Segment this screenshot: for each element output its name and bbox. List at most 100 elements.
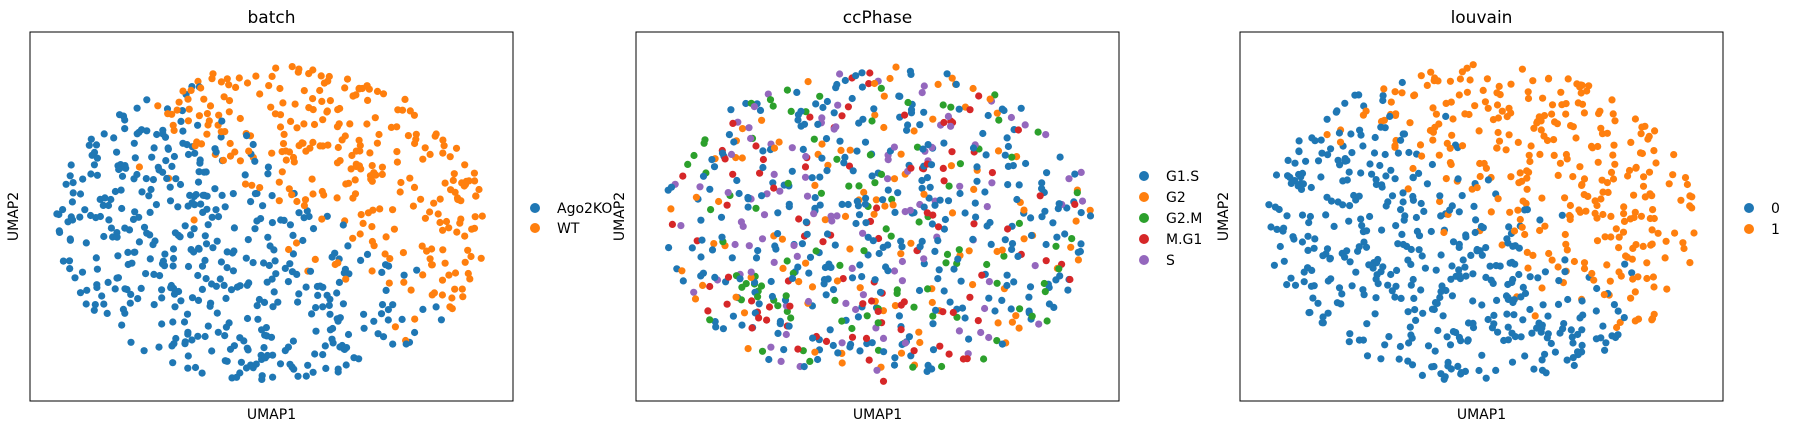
cell-point <box>1455 240 1463 248</box>
cell-point <box>1447 98 1455 106</box>
cell-point <box>343 75 352 83</box>
panel-title: batch <box>248 8 296 28</box>
cell-point <box>1439 312 1447 320</box>
cell-point <box>318 97 326 105</box>
cell-point <box>1540 112 1549 120</box>
cell-point <box>1306 308 1314 317</box>
cell-point <box>225 81 233 89</box>
cell-point <box>754 247 762 255</box>
cell-point <box>1607 168 1616 176</box>
cell-point <box>1443 333 1451 341</box>
cell-point <box>154 102 162 110</box>
cell-point <box>920 203 928 211</box>
cell-point <box>319 116 327 124</box>
cell-point <box>349 92 357 100</box>
cell-point <box>1611 117 1619 125</box>
cell-point <box>168 110 176 118</box>
cell-point <box>437 316 445 324</box>
cell-point <box>1003 281 1011 290</box>
cell-point <box>788 144 796 152</box>
cell-point <box>1447 365 1455 373</box>
cell-point <box>875 249 883 258</box>
cell-point <box>1406 119 1414 127</box>
cell-point <box>169 359 177 367</box>
cell-point <box>1576 208 1584 216</box>
cell-point <box>988 179 996 187</box>
data-point <box>1536 150 1544 158</box>
cell-point <box>1484 104 1492 112</box>
cell-point <box>884 267 892 275</box>
cell-point <box>1529 77 1537 85</box>
cell-point <box>728 254 736 262</box>
cell-point <box>471 213 479 221</box>
cell-point <box>1648 226 1656 234</box>
cell-point <box>871 179 879 187</box>
cell-point <box>1076 247 1084 256</box>
cell-point <box>863 312 871 320</box>
cell-point <box>1455 208 1463 216</box>
cell-point <box>1409 164 1417 173</box>
cell-point <box>1007 113 1016 122</box>
cell-point <box>706 185 714 193</box>
data-point <box>251 157 259 165</box>
data-point <box>1457 337 1465 345</box>
cell-point <box>1569 123 1577 131</box>
cell-point <box>1318 149 1326 157</box>
legend-label: S <box>1166 253 1175 269</box>
cell-point <box>302 372 310 380</box>
data-point <box>309 106 317 114</box>
cell-point <box>750 103 759 111</box>
cell-point <box>203 130 211 138</box>
cell-point <box>190 225 198 233</box>
cell-point <box>1063 204 1071 212</box>
cell-point <box>1528 329 1536 337</box>
cell-point <box>839 275 847 283</box>
cell-point <box>1578 326 1586 334</box>
cell-point <box>1411 91 1419 99</box>
cell-point <box>260 298 269 306</box>
cell-point <box>1607 233 1615 241</box>
cell-point <box>1648 192 1656 200</box>
cell-point <box>993 337 1001 345</box>
cell-point <box>708 156 716 164</box>
cell-point <box>205 117 213 125</box>
cell-point <box>312 304 320 312</box>
cell-point <box>865 356 873 364</box>
cell-point <box>196 159 204 167</box>
cell-point <box>368 267 376 275</box>
cell-point <box>230 224 238 232</box>
cell-point <box>1507 173 1515 181</box>
cell-point <box>1602 339 1610 347</box>
cell-point <box>439 246 447 254</box>
cell-point <box>1663 285 1671 293</box>
cell-point <box>335 278 343 286</box>
cell-point <box>1049 219 1057 227</box>
cell-point <box>970 220 978 228</box>
cell-point <box>468 225 476 233</box>
cell-point <box>76 213 84 221</box>
cell-point <box>368 223 376 231</box>
cell-point <box>942 259 950 267</box>
cell-point <box>68 198 76 206</box>
cell-point <box>244 236 252 244</box>
cell-point <box>766 96 775 104</box>
cell-point <box>1078 197 1087 205</box>
cell-point <box>1455 91 1463 99</box>
cell-point <box>1446 206 1454 214</box>
cell-point <box>289 231 297 239</box>
cell-point <box>356 230 364 238</box>
cell-point <box>1298 238 1306 246</box>
cell-point <box>1601 233 1609 241</box>
cell-point <box>1437 370 1445 378</box>
cell-point <box>339 300 347 308</box>
cell-point <box>811 194 819 202</box>
cell-point <box>1042 257 1050 265</box>
cell-point <box>785 200 793 208</box>
cell-point <box>1545 249 1553 258</box>
cell-point <box>438 276 447 284</box>
cell-point <box>787 314 795 322</box>
cell-point <box>679 172 687 180</box>
cell-point <box>1392 110 1400 118</box>
cell-point <box>934 223 943 231</box>
cell-point <box>1448 262 1456 270</box>
